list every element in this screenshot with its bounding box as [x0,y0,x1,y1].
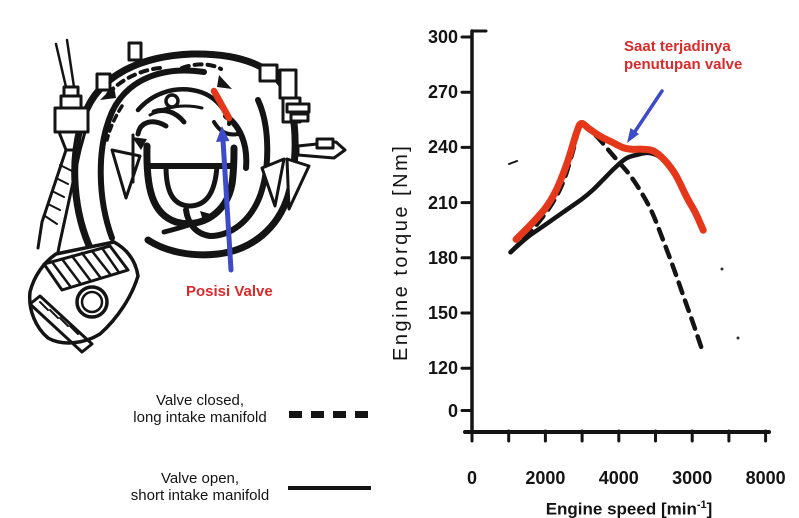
valve-pointer-arrowhead [216,126,230,142]
legend-item-valve-open: Valve open, short intake manifold [114,470,286,504]
annotation-arrow [632,89,664,135]
right-brackets [95,41,347,211]
chamber-inner-u [163,163,220,209]
engine-diagram-drawing [27,38,347,354]
plug-wires [54,38,76,89]
scan-speck-dash [508,160,518,165]
scan-speck-dot2 [736,336,740,340]
y-tick-180: 180 [427,247,458,268]
x-axis-label-pre: Engine speed [min [545,499,697,518]
inner-manifold-wall [97,67,207,241]
annotation-line-2: penutupan valve [624,56,743,73]
spark-plug [53,85,90,152]
flow-arrowhead-left [100,86,116,100]
y-tick-0: 0 [447,400,458,421]
y-axis-label: Engine torque [Nm] [390,143,412,361]
y-tick-120: 120 [427,358,458,379]
x-tick-6000: 3000 [672,468,713,488]
valve-position-mark [210,87,233,122]
piston-crown [42,244,130,292]
flow-bottom-arrowhead [200,211,214,224]
legend-valve-open-line1: Valve open, [160,470,240,487]
y-tick-270: 270 [427,82,458,103]
flow-arc-dashed-channel [105,104,124,142]
annotation-arrowhead [627,128,639,143]
y-tick-300: 300 [427,27,458,47]
y-tick-240: 240 [427,137,458,158]
x-tick-4000: 4000 [598,468,639,488]
legend-item-valve-closed: Valve closed, long intake manifold [114,392,286,426]
y-tick-150: 150 [427,303,458,323]
legend-solid-line-sample [288,486,371,490]
legend-valve-open-line2: short intake manifold [130,486,270,504]
legend-dashed-line-sample [289,411,375,418]
legend-valve-closed-line1: Valve closed, [155,392,245,409]
y-tick-210: 210 [427,192,458,213]
axis-ticks [460,35,768,443]
chamber-outer-u [143,142,238,228]
torque-chart-plot [460,29,771,443]
x-tick-2000: 2000 [525,468,566,488]
flow-hook-curl [151,107,187,125]
valve-position-label: Posisi Valve [186,283,273,300]
valve-pocket-hook [183,207,213,239]
piston-skirt-strip [28,294,94,354]
scan-speck-dot1 [720,267,724,271]
piston-skirt-hatch [39,301,79,335]
valve-closing-annotation: Saat terjadinya penutupan valve [624,38,742,74]
x-axis-label-post: ] [706,499,713,518]
curve-switchover-red [512,119,707,243]
x-tick-0: 0 [466,468,477,488]
x-axis-label-sup: -1 [696,499,707,511]
annotation-line-1: Saat terjadinya [624,38,731,55]
flow-hook-arrow [135,119,169,137]
chamber-wedge [110,148,142,200]
valve-pointer-arrow [220,137,234,273]
flow-arrowhead-valve [217,75,232,89]
piston-crown-hatch [50,246,120,288]
flow-arc-dashed-top [180,62,223,71]
x-tick-8000: 8000 [745,468,786,488]
flow-hook-arrowhead [132,137,147,150]
piston-pin-inner [80,290,104,314]
cylinder-hatch [44,164,73,225]
legend-valve-closed-line2: long intake manifold [133,408,267,426]
curve-valve-closed-dashed [508,119,705,353]
x-axis-label: Engine speed [min-1] [487,499,771,518]
